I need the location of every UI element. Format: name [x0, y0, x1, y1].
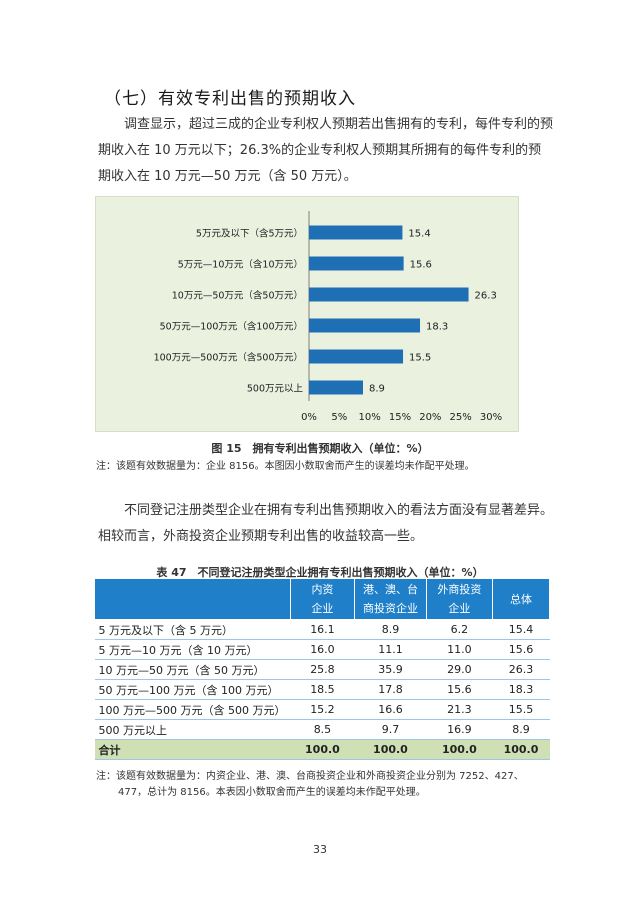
figure-note: 注：该题有效数据量为：企业 8156。本图因小数取舍而产生的误差均未作配平处理。: [96, 461, 475, 472]
x-tick-label: 0%: [301, 412, 317, 423]
section-heading: （七）有效专利出售的预期收入: [104, 89, 356, 109]
table-note-line2: 477，总计为 8156。本表因小数取舍而产生的误差均未作配平处理。: [118, 787, 426, 798]
bar: [309, 225, 403, 240]
bar-chart: 5万元及以下（含5万元） 15.4 5万元—10万元（含10万元） 15.6 10万元—…: [95, 196, 519, 432]
value-label: 26.3: [475, 291, 497, 302]
x-tick-label: 30%: [480, 412, 502, 423]
row-label: 5 万元—10 万元（含 10 万元）: [94, 639, 291, 660]
cell-foreign: 29.0: [426, 659, 493, 680]
bar-chart-svg: 5万元及以下（含5万元） 15.4 5万元—10万元（含10万元） 15.6 10万元—…: [154, 211, 502, 423]
table-row: 50 万元—100 万元（含 100 万元） 18.5 17.8 15.6 18…: [94, 679, 550, 700]
cell-foreign: 6.2: [426, 619, 493, 640]
row-label: 500 万元以上: [94, 719, 291, 740]
x-tick-label: 25%: [450, 412, 472, 423]
table-row: 10 万元—50 万元（含 50 万元） 25.8 35.9 29.0 26.3: [94, 659, 550, 680]
cell-foreign: 11.0: [426, 639, 493, 660]
comparison-paragraph: 不同登记注册类型企业在拥有专利出售预期收入的看法方面没有显著差异。相较而言，外商…: [98, 503, 554, 544]
x-tick-label: 20%: [419, 412, 441, 423]
table-row: 500 万元以上 8.5 9.7 16.9 8.9: [94, 719, 550, 740]
table-note-line1: 注：该题有效数据量为：内资企业、港、澳、台商投资企业和外商投资企业分别为 725…: [96, 771, 524, 782]
row-label: 10 万元—50 万元（含 50 万元）: [94, 659, 291, 680]
row-label: 50 万元—100 万元（含 100 万元）: [94, 679, 291, 700]
cell-domestic: 15.2: [290, 699, 355, 720]
header-cell-domestic: 内资 企业: [289, 578, 356, 620]
x-tick-label: 5%: [331, 412, 347, 423]
header-foreign-line1: 外商投资: [437, 583, 482, 596]
x-tick-label: 10%: [359, 412, 381, 423]
value-label: 15.4: [408, 229, 430, 240]
value-label: 18.3: [426, 322, 448, 333]
cell-hk-macao-taiwan: 11.1: [354, 639, 427, 660]
cell-total: 8.9: [492, 719, 550, 740]
bar: [309, 256, 404, 271]
cell-hk-macao-taiwan: 17.8: [354, 679, 427, 700]
category-label: 500万元以上: [247, 384, 304, 395]
table-note: 注：该题有效数据量为：内资企业、港、澳、台商投资企业和外商投资企业分别为 725…: [96, 769, 556, 801]
table-row: 5 万元—10 万元（含 10 万元） 16.0 11.1 11.0 15.6: [94, 639, 550, 660]
total-hk-macao-taiwan: 100.0: [354, 739, 427, 760]
category-label: 50万元—100万元（含100万元）: [160, 321, 303, 333]
cell-domestic: 16.1: [290, 619, 355, 640]
cell-hk-macao-taiwan: 9.7: [354, 719, 427, 740]
bar: [309, 287, 469, 302]
header-cell-foreign: 外商投资 企业: [425, 578, 493, 620]
total-overall: 100.0: [492, 739, 550, 760]
category-label: 5万元及以下（含5万元）: [196, 228, 303, 240]
category-label: 100万元—500万元（含500万元）: [154, 352, 303, 364]
table-caption: 表 47 不同登记注册类型企业拥有专利出售预期收入（单位：%）: [156, 566, 484, 579]
total-foreign: 100.0: [426, 739, 493, 760]
table-row: 100 万元—500 万元（含 500 万元） 15.2 16.6 21.3 1…: [94, 699, 550, 720]
value-label: 15.5: [409, 353, 431, 364]
cell-hk-macao-taiwan: 16.6: [354, 699, 427, 720]
page-number: 33: [313, 843, 327, 856]
total-label: 合计: [94, 739, 291, 760]
value-label: 15.6: [410, 260, 432, 271]
header-hmt-line2: 商投资企业: [362, 602, 418, 615]
intro-paragraph: 调查显示，超过三成的企业专利权人预期若出售拥有的专利，每件专利的预期收入在 10…: [98, 117, 554, 184]
figure-caption: 图 15 拥有专利出售预期收入（单位：%）: [211, 442, 429, 455]
cell-foreign: 16.9: [426, 719, 493, 740]
cell-domestic: 16.0: [290, 639, 355, 660]
cell-foreign: 21.3: [426, 699, 493, 720]
bar: [309, 380, 363, 395]
table-header-row: 内资企业 港、澳、台商投资企业 外商投资企业 总体: [94, 578, 551, 620]
cell-domestic: 25.8: [290, 659, 355, 680]
header-cell-blank: [94, 578, 291, 620]
bar: [309, 318, 421, 333]
cell-foreign: 15.6: [426, 679, 493, 700]
header-cell-total: 总体: [491, 578, 551, 620]
x-tick-label: 15%: [389, 412, 411, 423]
header-domestic-line2: 企业: [311, 602, 334, 615]
table-row: 5 万元及以下（含 5 万元） 16.1 8.9 6.2 15.4: [94, 619, 550, 640]
header-domestic-line1: 内资: [311, 583, 334, 596]
cell-total: 15.4: [492, 619, 550, 640]
bar: [309, 349, 404, 364]
header-foreign-line2: 企业: [448, 602, 471, 615]
cell-hk-macao-taiwan: 8.9: [354, 619, 427, 640]
row-label: 100 万元—500 万元（含 500 万元）: [94, 699, 291, 720]
cell-domestic: 18.5: [290, 679, 355, 700]
value-label: 8.9: [369, 384, 385, 395]
total-domestic: 100.0: [290, 739, 355, 760]
cell-total: 18.3: [492, 679, 550, 700]
data-table: 内资企业 港、澳、台商投资企业 外商投资企业 总体 5 万元及以下（含 5 万元…: [94, 578, 551, 760]
header-cell-hk-macao-taiwan: 港、澳、台商投资企业: [354, 578, 427, 620]
header-hmt-line1: 港、澳、台: [362, 583, 418, 596]
category-label: 5万元—10万元（含10万元）: [178, 259, 303, 271]
cell-total: 15.5: [492, 699, 550, 720]
cell-total: 26.3: [492, 659, 550, 680]
table-total-row: 合计 100.0 100.0 100.0 100.0: [94, 739, 550, 760]
cell-total: 15.6: [492, 639, 550, 660]
row-label: 5 万元及以下（含 5 万元）: [94, 619, 291, 640]
cell-domestic: 8.5: [290, 719, 355, 740]
category-label: 10万元—50万元（含50万元）: [172, 290, 303, 302]
cell-hk-macao-taiwan: 35.9: [354, 659, 427, 680]
